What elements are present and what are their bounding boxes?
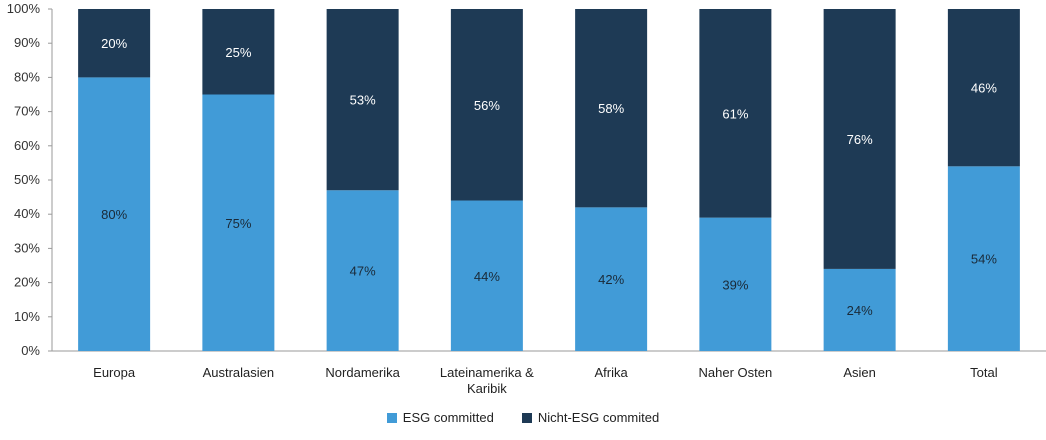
bar-segment-esg xyxy=(202,94,275,351)
y-tick-label: 0% xyxy=(21,343,40,358)
data-label: 46% xyxy=(971,81,997,96)
category-label: Afrika xyxy=(595,365,629,380)
data-label: 56% xyxy=(474,98,500,113)
bar-segment-esg xyxy=(78,77,151,352)
category-label: Karibik xyxy=(467,381,507,396)
y-tick-label: 10% xyxy=(14,309,40,324)
bar-segment-esg xyxy=(450,200,523,351)
y-tick-label: 20% xyxy=(14,275,40,290)
y-tick-label: 40% xyxy=(14,206,40,221)
category-label: Nordamerika xyxy=(325,365,400,380)
data-label: 42% xyxy=(598,272,624,287)
legend-item-non-esg: Nicht-ESG commited xyxy=(521,410,660,425)
data-label: 58% xyxy=(598,101,624,116)
legend-swatch-esg xyxy=(386,412,397,423)
y-tick-label: 70% xyxy=(14,104,40,119)
bar-segment-esg xyxy=(823,268,896,351)
data-label: 39% xyxy=(722,277,748,292)
category-label: Naher Osten xyxy=(699,365,773,380)
bar-segment-non-esg xyxy=(78,9,151,78)
data-label: 61% xyxy=(722,106,748,121)
category-label: Europa xyxy=(93,365,136,380)
legend-label-non-esg: Nicht-ESG commited xyxy=(537,410,660,425)
bar-segment-non-esg xyxy=(326,9,399,191)
bar-segment-esg xyxy=(947,166,1020,351)
category-label: Lateinamerika & xyxy=(440,365,534,380)
legend-label-esg: ESG committed xyxy=(402,410,494,425)
y-tick-label: 60% xyxy=(14,138,40,153)
stacked-bar-chart: 0% 10% 20% 30% 40% 50% 60% 70% 80% 90% 100% 80% 20% E… xyxy=(7,1,1046,396)
data-label: 80% xyxy=(101,207,127,222)
y-tick-label: 80% xyxy=(14,69,40,84)
bar-segment-non-esg xyxy=(202,9,275,95)
y-tick-label: 50% xyxy=(14,172,40,187)
chart-legend: ESG committed Nicht-ESG commited xyxy=(0,410,1046,425)
data-label: 54% xyxy=(971,252,997,267)
bar-segment-esg xyxy=(575,207,648,351)
data-label: 24% xyxy=(847,303,873,318)
category-label: Asien xyxy=(843,365,876,380)
bar-segment-non-esg xyxy=(947,9,1020,167)
data-label: 75% xyxy=(225,216,251,231)
data-label: 76% xyxy=(847,132,873,147)
data-label: 53% xyxy=(350,93,376,108)
y-tick-label: 100% xyxy=(7,1,41,16)
data-label: 20% xyxy=(101,36,127,51)
bar-segment-non-esg xyxy=(699,9,772,218)
bar-segment-non-esg xyxy=(575,9,648,208)
category-label: Total xyxy=(970,365,998,380)
bar-segment-non-esg xyxy=(450,9,523,201)
data-label: 25% xyxy=(225,45,251,60)
bar-segment-esg xyxy=(326,190,399,351)
bar-segment-esg xyxy=(699,217,772,351)
bar-segment-non-esg xyxy=(823,9,896,269)
category-label: Australasien xyxy=(203,365,275,380)
data-label: 47% xyxy=(350,264,376,279)
legend-swatch-non-esg xyxy=(521,412,532,423)
y-tick-label: 90% xyxy=(14,35,40,50)
data-label: 44% xyxy=(474,269,500,284)
legend-item-esg: ESG committed xyxy=(386,410,494,425)
y-tick-label: 30% xyxy=(14,240,40,255)
